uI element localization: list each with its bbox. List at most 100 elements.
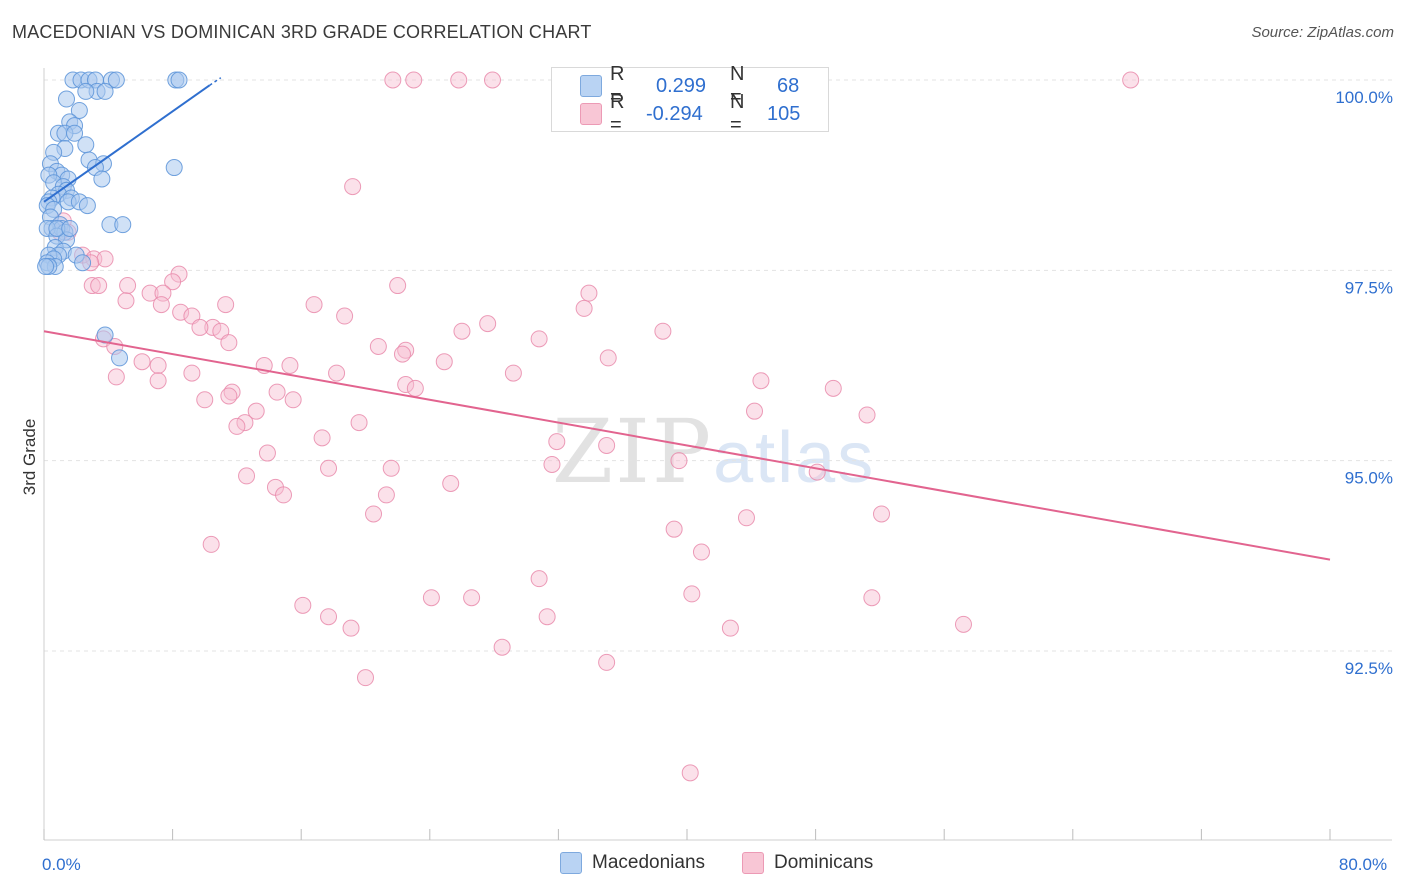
dominican-point bbox=[204, 318, 222, 336]
dominican-point bbox=[191, 318, 209, 336]
legend-r-label: R = bbox=[610, 63, 625, 108]
legend-item-macedonians[interactable]: Macedonians bbox=[560, 852, 705, 874]
macedonian-point bbox=[74, 254, 92, 272]
watermark: ZIPatlas bbox=[552, 400, 875, 503]
dominican-point bbox=[365, 505, 383, 523]
dominican-point bbox=[350, 414, 368, 432]
macedonian-point bbox=[77, 82, 95, 100]
dominican-point bbox=[530, 330, 548, 348]
dominican-point bbox=[435, 353, 453, 371]
dominican-point bbox=[107, 368, 125, 386]
dominican-point bbox=[442, 475, 460, 493]
correlation-legend: R = 0.299 N = 68 R = -0.294 N = 105 bbox=[551, 63, 829, 136]
macedonian-point bbox=[61, 219, 79, 237]
legend-n-label: N = bbox=[730, 91, 745, 136]
y-tick-label: 100.0% bbox=[1335, 88, 1393, 107]
dominican-point bbox=[258, 444, 276, 462]
dominican-point bbox=[453, 322, 471, 340]
dominican-point bbox=[344, 178, 362, 196]
dominican-point bbox=[384, 71, 402, 89]
legend-r-value-macedonians: 0.299 bbox=[656, 74, 707, 97]
dominican-point bbox=[670, 452, 688, 470]
dominican-point bbox=[483, 71, 501, 89]
dominican-point bbox=[954, 615, 972, 633]
macedonian-point bbox=[58, 90, 76, 108]
legend-r-value-dominicans: -0.294 bbox=[646, 102, 703, 125]
dominican-point bbox=[202, 535, 220, 553]
series-legend: Macedonians Dominicans bbox=[0, 852, 1406, 878]
dominican-point bbox=[342, 619, 360, 637]
dominican-point bbox=[247, 402, 265, 420]
macedonian-trend-extension bbox=[209, 77, 222, 86]
legend-n-value-dominicans: 105 bbox=[767, 102, 801, 125]
dominican-point bbox=[152, 296, 170, 314]
dominican-point bbox=[405, 71, 423, 89]
macedonian-point bbox=[114, 216, 132, 234]
y-tick-label: 92.5% bbox=[1345, 659, 1393, 678]
dominican-point bbox=[654, 322, 672, 340]
dominican-point bbox=[149, 372, 167, 390]
dominican-point bbox=[357, 669, 374, 687]
y-tick-label: 97.5% bbox=[1345, 278, 1393, 297]
dominican-point bbox=[1122, 71, 1140, 89]
legend-swatch-dominicans bbox=[580, 103, 602, 125]
dominican-point bbox=[530, 570, 548, 588]
dominican-point bbox=[397, 376, 415, 394]
dominican-point bbox=[149, 357, 167, 374]
dominican-point bbox=[83, 277, 101, 295]
dominican-point bbox=[320, 608, 338, 626]
legend-item-dominicans[interactable]: Dominicans bbox=[742, 852, 873, 874]
dominican-point bbox=[752, 372, 770, 390]
dominican-point bbox=[504, 364, 522, 382]
dominican-point bbox=[824, 379, 842, 397]
dominican-point bbox=[133, 353, 151, 371]
macedonian-point bbox=[96, 82, 114, 100]
dominican-point bbox=[90, 277, 108, 295]
dominican-point bbox=[96, 250, 114, 268]
macedonian-point bbox=[77, 136, 95, 154]
dominican-point bbox=[275, 486, 293, 504]
dominican-point bbox=[164, 273, 182, 291]
legend-swatch-macedonians bbox=[580, 75, 602, 97]
dominican-point bbox=[406, 379, 424, 397]
dominican-point bbox=[493, 638, 511, 656]
dominican-point bbox=[422, 589, 440, 607]
watermark-atlas: atlas bbox=[713, 418, 876, 498]
macedonian-point bbox=[93, 170, 111, 188]
dominican-point bbox=[598, 436, 616, 454]
dominican-point bbox=[172, 303, 190, 321]
legend-label-dominicans: Dominicans bbox=[774, 852, 874, 873]
dominican-point bbox=[382, 459, 400, 477]
chart-source: Source: ZipAtlas.com bbox=[1251, 24, 1394, 41]
dominican-point bbox=[141, 284, 159, 302]
dominican-point bbox=[117, 292, 135, 310]
y-tick-label: 95.0% bbox=[1345, 469, 1393, 488]
macedonian-point bbox=[107, 71, 125, 89]
legend-swatch-dominicans bbox=[742, 852, 764, 874]
dominican-point bbox=[737, 509, 755, 527]
y-axis-label: 3rd Grade bbox=[20, 419, 39, 496]
dominican-point bbox=[294, 596, 312, 614]
dominican-point bbox=[389, 277, 407, 295]
dominican-trend-line bbox=[43, 330, 1331, 561]
dominican-point bbox=[599, 349, 617, 367]
dominican-point bbox=[548, 433, 566, 451]
dominican-point bbox=[320, 459, 338, 477]
dominican-point bbox=[268, 383, 286, 401]
dominican-point bbox=[538, 608, 556, 626]
legend-n-label: N = bbox=[730, 63, 745, 108]
dominican-point bbox=[681, 764, 699, 782]
macedonian-point bbox=[78, 197, 96, 215]
dominican-point bbox=[808, 463, 826, 481]
macedonian-point bbox=[170, 71, 188, 89]
macedonian-point bbox=[37, 258, 55, 276]
dominican-point bbox=[377, 486, 395, 504]
macedonian-point bbox=[111, 349, 129, 367]
dominican-point bbox=[858, 406, 876, 424]
legend-label-macedonians: Macedonians bbox=[592, 852, 706, 873]
dominican-point bbox=[450, 71, 468, 89]
dominican-point bbox=[313, 429, 331, 447]
dominican-point bbox=[284, 391, 302, 409]
dominican-point bbox=[479, 315, 497, 333]
dominican-point bbox=[217, 296, 235, 314]
